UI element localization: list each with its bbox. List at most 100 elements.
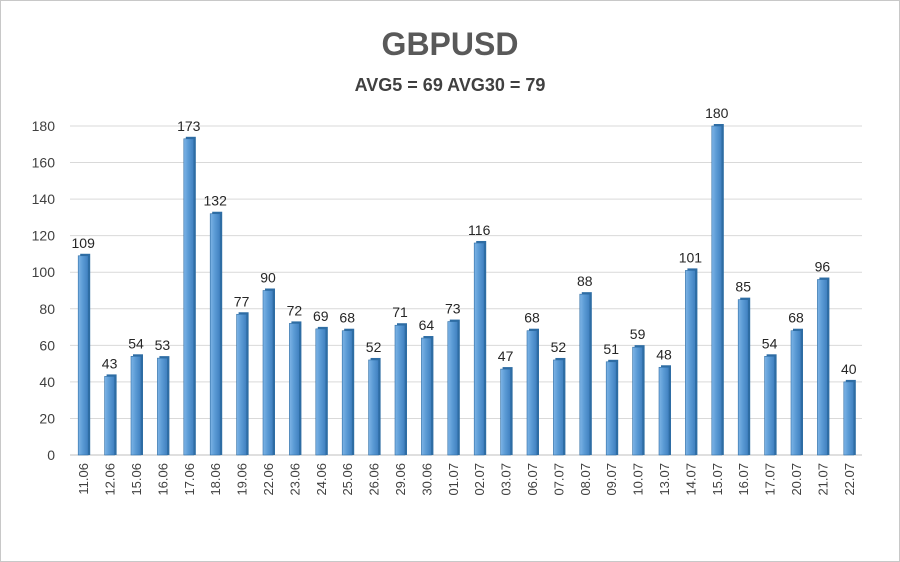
data-label: 72 <box>287 302 303 318</box>
bar <box>209 213 221 456</box>
bar <box>104 376 115 456</box>
x-tick-label: 02.07 <box>472 463 487 496</box>
chart-title: GBPUSD <box>381 26 519 62</box>
bar <box>421 337 432 456</box>
x-tick-label: 12.06 <box>103 463 118 496</box>
data-label: 109 <box>72 235 96 251</box>
y-tick-label: 100 <box>32 264 56 280</box>
x-tick-label: 16.07 <box>736 463 751 496</box>
x-tick-label: 17.07 <box>763 463 778 496</box>
bar <box>843 381 855 456</box>
bar <box>262 290 274 456</box>
data-label: 43 <box>102 355 118 371</box>
data-label: 116 <box>468 222 491 238</box>
bar <box>236 313 247 456</box>
bar <box>341 330 353 456</box>
data-label: 101 <box>679 249 703 265</box>
x-tick-label: 08.07 <box>578 463 593 496</box>
x-tick-label: 06.07 <box>525 463 540 496</box>
x-tick-label: 22.07 <box>842 463 857 496</box>
x-tick-label: 16.06 <box>155 463 170 496</box>
data-label: 40 <box>841 361 857 377</box>
data-label: 73 <box>445 301 461 317</box>
data-label: 54 <box>128 335 144 351</box>
data-label: 68 <box>788 310 804 326</box>
bar <box>500 368 511 456</box>
data-label: 52 <box>366 339 382 355</box>
bar <box>130 355 142 456</box>
x-tick-label: 14.07 <box>683 463 698 496</box>
x-tick-label: 15.07 <box>710 463 725 496</box>
x-tick-label: 20.07 <box>789 463 804 496</box>
data-label: 85 <box>735 279 751 295</box>
x-tick-label: 13.07 <box>657 463 672 496</box>
bar <box>394 324 406 456</box>
data-label: 59 <box>630 326 646 342</box>
y-tick-label: 180 <box>32 118 56 134</box>
x-tick-label: 26.06 <box>367 463 382 496</box>
y-tick-label: 140 <box>32 191 56 207</box>
bar <box>315 328 327 456</box>
data-label: 54 <box>762 335 778 351</box>
bar <box>737 299 749 456</box>
bar <box>183 138 195 456</box>
bar <box>77 255 89 456</box>
bar <box>579 293 591 456</box>
y-tick-label: 80 <box>39 301 55 317</box>
data-label: 68 <box>339 310 355 326</box>
x-tick-label: 01.07 <box>446 463 461 496</box>
bar <box>817 279 828 456</box>
data-label: 51 <box>603 341 619 357</box>
y-tick-label: 60 <box>39 337 55 353</box>
bar <box>711 125 723 456</box>
x-tick-label: 19.06 <box>235 463 250 496</box>
x-tick-label: 03.07 <box>499 463 514 496</box>
bar <box>605 361 617 456</box>
bar <box>157 357 168 456</box>
data-label: 77 <box>234 293 250 309</box>
x-tick-label: 30.06 <box>419 463 434 496</box>
x-tick-label: 24.06 <box>314 463 329 496</box>
x-tick-label: 23.06 <box>287 463 302 496</box>
x-tick-label: 09.07 <box>604 463 619 496</box>
bar <box>685 270 696 456</box>
bar <box>790 330 802 456</box>
data-label: 173 <box>177 118 201 134</box>
x-tick-label: 29.06 <box>393 463 408 496</box>
data-label: 69 <box>313 308 329 324</box>
x-tick-label: 17.06 <box>182 463 197 496</box>
bar <box>447 321 459 456</box>
bar <box>658 366 670 456</box>
x-tick-label: 25.06 <box>340 463 355 496</box>
y-tick-label: 0 <box>47 447 55 463</box>
data-label: 48 <box>656 346 672 362</box>
data-label: 132 <box>204 193 228 209</box>
data-label: 180 <box>705 105 729 121</box>
x-tick-label: 22.06 <box>261 463 276 496</box>
y-tick-label: 20 <box>39 410 55 426</box>
data-label: 53 <box>155 337 171 353</box>
y-tick-label: 120 <box>32 228 56 244</box>
data-label: 88 <box>577 273 593 289</box>
x-tick-label: 11.06 <box>76 463 91 495</box>
x-tick-label: 07.07 <box>551 463 566 496</box>
data-label: 90 <box>260 270 276 286</box>
bar <box>289 323 300 456</box>
data-label: 47 <box>498 348 514 364</box>
x-tick-label: 18.06 <box>208 463 223 496</box>
bar <box>526 330 538 456</box>
bar <box>632 346 643 456</box>
bar <box>553 359 564 456</box>
x-tick-label: 15.06 <box>129 463 144 496</box>
data-label: 68 <box>524 310 540 326</box>
data-label: 71 <box>392 304 408 320</box>
data-label: 64 <box>419 317 435 333</box>
data-label: 52 <box>551 339 567 355</box>
x-tick-label: 21.07 <box>815 463 830 496</box>
data-label: 96 <box>815 259 831 275</box>
bar <box>473 242 485 456</box>
bar <box>368 359 379 456</box>
y-tick-label: 160 <box>32 155 56 171</box>
